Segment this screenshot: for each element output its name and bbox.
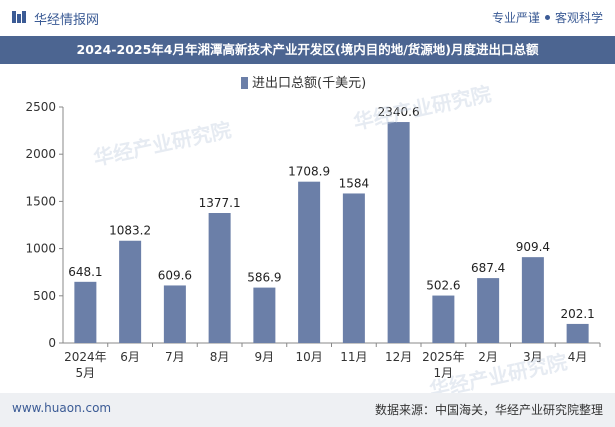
x-tick-label: 2025年 1月 bbox=[422, 350, 465, 380]
bar-chart: 进出口总额(千美元) 0 500 1000 1500 2000 2500 648.1 2024年… bbox=[25, 76, 601, 380]
x-tick-label: 12月 bbox=[385, 350, 412, 364]
bar bbox=[119, 240, 142, 343]
y-tick-label: 2500 bbox=[25, 100, 56, 114]
value-label: 609.6 bbox=[158, 268, 192, 282]
y-tick-label: 0 bbox=[48, 336, 56, 350]
legend-label: 进出口总额(千美元) bbox=[252, 76, 366, 91]
bar bbox=[253, 287, 276, 343]
title-bar: 2024-2025年4月年湘潭高新技术产业开发区(境内目的地/货源地)月度进出口… bbox=[0, 36, 615, 64]
value-label: 502.6 bbox=[426, 279, 460, 293]
x-tick-label: 10月 bbox=[295, 350, 322, 364]
bar bbox=[74, 281, 97, 343]
value-label: 687.4 bbox=[471, 261, 505, 275]
x-tick-label: 3月 bbox=[523, 350, 543, 364]
x-tick-label: 2024年 5月 bbox=[64, 350, 107, 380]
value-label: 2340.6 bbox=[378, 105, 420, 119]
logo-icon bbox=[12, 11, 26, 23]
top-bar: 华经情报网 专业严谨 客观科学 bbox=[0, 0, 615, 36]
value-label: 202.1 bbox=[560, 307, 594, 321]
tagline-left: 专业严谨 bbox=[491, 11, 540, 25]
chart-title: 2024-2025年4月年湘潭高新技术产业开发区(境内目的地/货源地)月度进出口… bbox=[76, 42, 539, 57]
value-label: 1377.1 bbox=[199, 196, 241, 210]
bar bbox=[208, 213, 231, 343]
value-label: 909.4 bbox=[516, 240, 550, 254]
bar bbox=[521, 257, 544, 343]
x-tick-label: 8月 bbox=[210, 350, 230, 364]
tagline: 专业严谨 客观科学 bbox=[492, 9, 603, 26]
value-label: 1708.9 bbox=[288, 165, 330, 179]
footer-url[interactable]: www.huaon.com bbox=[12, 401, 112, 415]
bar bbox=[387, 122, 410, 343]
bar bbox=[298, 181, 321, 343]
x-tick-label: 7月 bbox=[165, 350, 185, 364]
separator-dot-icon bbox=[544, 15, 550, 20]
brand-name: 华经情报网 bbox=[34, 13, 100, 28]
x-tick-label: 6月 bbox=[120, 350, 140, 364]
x-tick-label: 9月 bbox=[255, 350, 275, 364]
x-tick-label: 4月 bbox=[568, 350, 588, 364]
bar bbox=[566, 323, 589, 343]
footer: www.huaon.com 数据来源：中国海关，华经产业研究院整理 bbox=[0, 393, 615, 427]
bar bbox=[163, 285, 186, 343]
x-tick-label: 11月 bbox=[340, 350, 367, 364]
bar bbox=[342, 193, 365, 343]
data-source: 数据来源：中国海关，华经产业研究院整理 bbox=[374, 403, 603, 417]
tagline-right: 客观科学 bbox=[554, 11, 603, 25]
value-label: 586.9 bbox=[247, 271, 281, 285]
y-tick-label: 1000 bbox=[25, 242, 56, 256]
x-tick-label: 2月 bbox=[478, 350, 498, 364]
y-tick-label: 2000 bbox=[25, 147, 56, 161]
value-label: 648.1 bbox=[68, 265, 102, 279]
value-label: 1083.2 bbox=[109, 224, 151, 238]
bar bbox=[477, 278, 500, 343]
y-tick-label: 500 bbox=[33, 289, 56, 303]
y-tick-label: 1500 bbox=[25, 194, 56, 208]
value-label: 1584 bbox=[339, 176, 370, 190]
bar bbox=[432, 295, 455, 343]
legend-swatch bbox=[241, 77, 248, 89]
